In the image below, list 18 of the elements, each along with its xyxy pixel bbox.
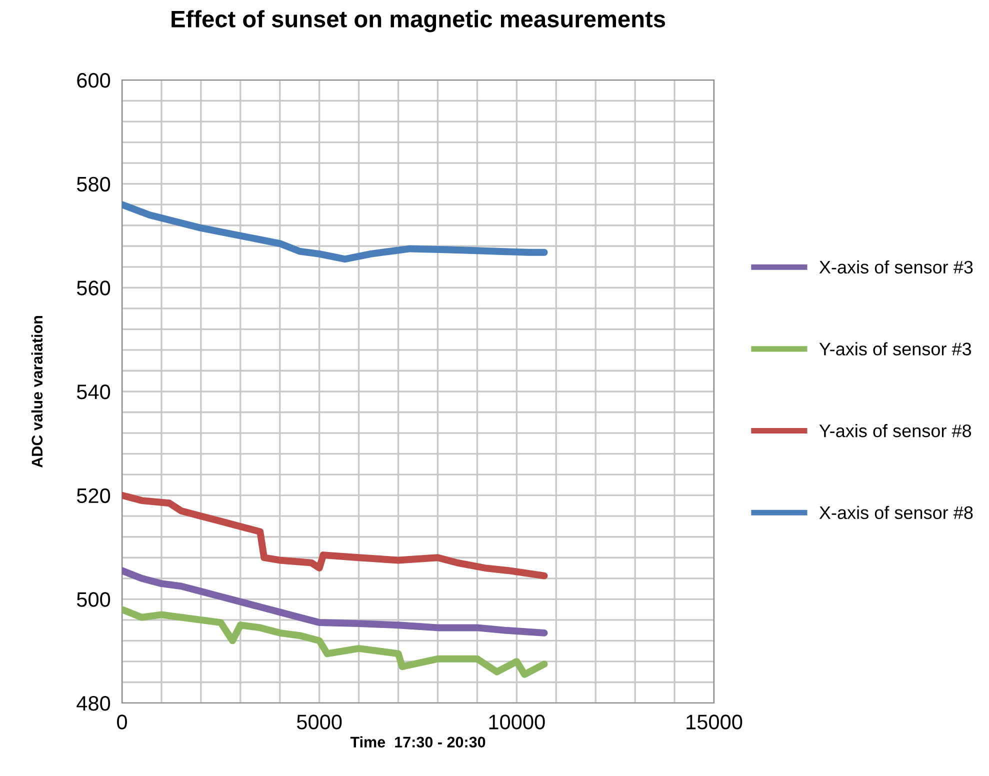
y-tick-label: 580 bbox=[76, 176, 110, 192]
y-tick-label: 560 bbox=[76, 280, 110, 296]
x-axis-title: Time 17:30 - 20:30 bbox=[350, 736, 486, 748]
legend-label: X-axis of sensor #8 bbox=[819, 506, 973, 520]
y-tick-label: 520 bbox=[76, 488, 110, 504]
y-tick-label: 500 bbox=[76, 592, 110, 607]
x-tick-label: 10000 bbox=[489, 714, 545, 730]
y-tick-label: 540 bbox=[76, 384, 110, 400]
y-tick-label: 600 bbox=[77, 73, 110, 88]
legend-label: Y-axis of sensor #3 bbox=[819, 342, 972, 356]
legend-label: Y-axis of sensor #8 bbox=[819, 424, 972, 438]
legend-label: X-axis of sensor #3 bbox=[819, 260, 973, 274]
x-tick-label: 0 bbox=[117, 714, 127, 730]
y-axis-title: ADC value varaiation bbox=[31, 316, 43, 468]
chart-title: Effect of sunset on magnetic measurements bbox=[172, 10, 666, 32]
y-tick-label: 480 bbox=[76, 696, 110, 711]
x-tick-label: 5000 bbox=[296, 714, 342, 730]
x-tick-label: 15000 bbox=[686, 714, 742, 730]
